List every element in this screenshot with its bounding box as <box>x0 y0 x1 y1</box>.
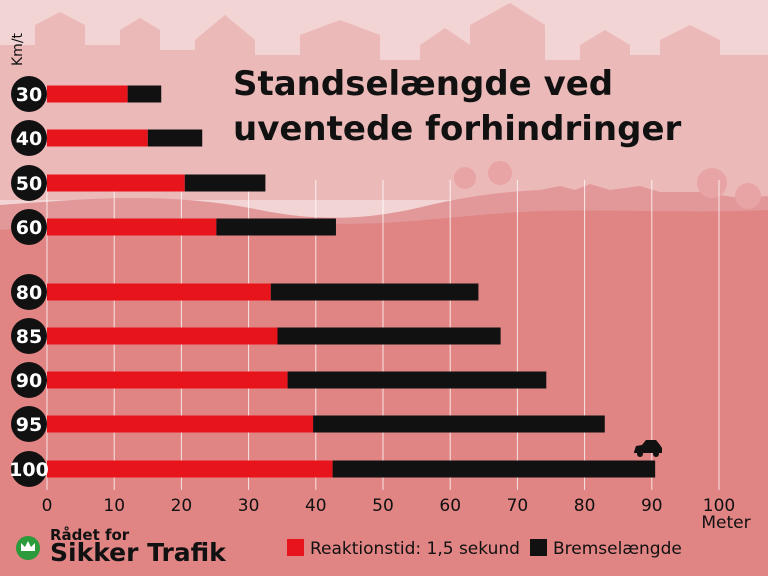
legend-swatch-reaction <box>287 539 304 556</box>
trees-decoration <box>454 161 761 209</box>
speed-badge <box>11 406 47 442</box>
x-tick-label: 40 <box>305 496 327 516</box>
bar-reaction <box>47 218 217 236</box>
chart-title-line2: uventede forhindringer <box>233 109 682 149</box>
speed-label: 50 <box>16 173 42 195</box>
bar-reaction <box>47 327 278 345</box>
x-tick-label: 30 <box>238 496 260 516</box>
x-tick-label: 80 <box>574 496 596 516</box>
speed-badge <box>11 362 47 398</box>
x-tick-label: 100 <box>703 496 735 516</box>
ground <box>0 210 768 576</box>
chart-title-line1: Standselængde ved <box>233 64 613 104</box>
brand-logo: Rådet for Sikker Trafik <box>16 526 227 567</box>
x-axis-ticks: 0 10 20 30 40 50 60 70 80 90 100 <box>42 496 736 516</box>
speed-badge <box>11 165 47 201</box>
speed-labels: 30 40 50 60 80 85 90 95 100 <box>9 76 49 487</box>
bar-braking <box>270 283 479 301</box>
brand-name-line2: Sikker Trafik <box>50 538 227 567</box>
speed-label: 95 <box>16 414 42 436</box>
bar-braking <box>184 174 266 192</box>
bar-braking <box>147 129 203 147</box>
bar-reaction <box>47 174 185 192</box>
bar-reaction <box>47 129 148 147</box>
speed-label: 30 <box>16 84 42 106</box>
speed-label: 100 <box>9 459 49 481</box>
bar-braking <box>313 415 605 433</box>
brand-name-line1: Rådet for <box>50 526 130 544</box>
speed-label: 40 <box>16 128 42 150</box>
x-tick-label: 50 <box>372 496 394 516</box>
bar-reaction <box>47 283 271 301</box>
x-tick-label: 10 <box>103 496 125 516</box>
speed-badge <box>11 209 47 245</box>
speed-label: 90 <box>16 370 42 392</box>
bar-braking <box>287 371 547 389</box>
bar-reaction <box>47 371 288 389</box>
speed-label: 60 <box>16 217 42 239</box>
bar-reaction <box>47 415 314 433</box>
speed-badge <box>11 451 47 487</box>
x-tick-label: 90 <box>641 496 663 516</box>
speed-badge <box>11 274 47 310</box>
speed-badge <box>11 76 47 112</box>
bar-braking <box>277 327 501 345</box>
legend-swatch-braking <box>530 539 547 556</box>
x-tick-label: 20 <box>171 496 193 516</box>
skyline-silhouette <box>0 3 768 200</box>
bar-braking <box>332 460 656 478</box>
y-axis-unit-label: Km/t <box>10 32 26 66</box>
x-tick-label: 70 <box>507 496 529 516</box>
x-tick-label: 60 <box>439 496 461 516</box>
bar-reaction <box>47 460 333 478</box>
speed-label: 85 <box>16 326 42 348</box>
legend-label-reaction: Reaktionstid: 1,5 sekund <box>310 539 520 559</box>
speed-badge <box>11 318 47 354</box>
car-icon <box>634 440 662 457</box>
bar-reaction <box>47 85 128 103</box>
speed-badge <box>11 120 47 156</box>
x-axis-unit-label: Meter <box>701 513 750 533</box>
bars <box>47 85 656 478</box>
legend-label-braking: Bremselængde <box>553 539 682 559</box>
legend: Reaktionstid: 1,5 sekund Bremselængde <box>287 539 682 559</box>
crown-emblem-icon <box>16 536 40 560</box>
x-tick-label: 0 <box>42 496 53 516</box>
bar-braking <box>216 218 336 236</box>
speed-label: 80 <box>16 282 42 304</box>
bar-braking <box>127 85 162 103</box>
